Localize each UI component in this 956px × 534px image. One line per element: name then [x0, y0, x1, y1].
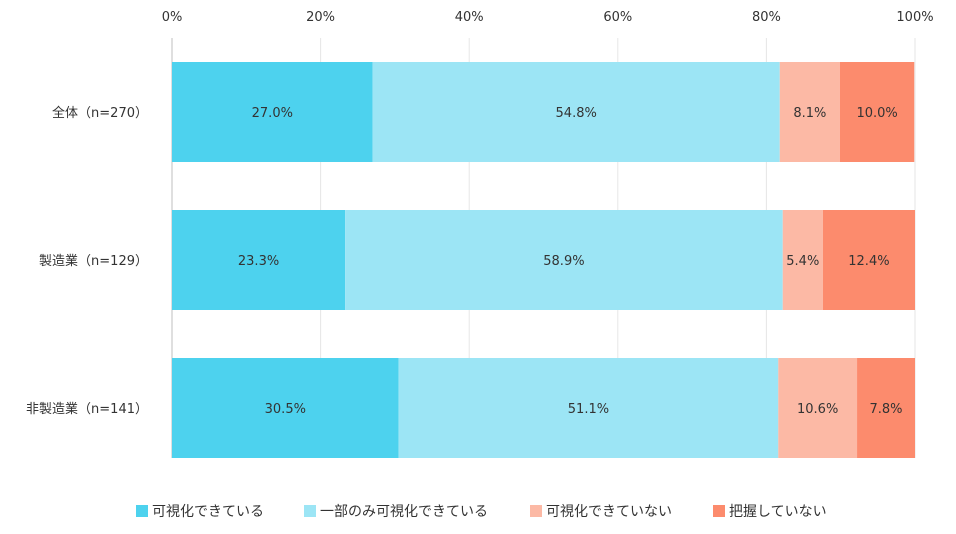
data-label: 7.8% [870, 402, 903, 417]
category-label: 製造業（n=129） [39, 253, 148, 269]
legend-label: 可視化できている [152, 504, 264, 520]
data-label: 30.5% [265, 402, 306, 417]
legend-swatch [304, 505, 316, 517]
data-labels: 27.0% 54.8% 8.1% 10.0% 23.3% 58.9% 5.4% 12.4% 30… [238, 106, 903, 417]
bar-segment [372, 62, 780, 162]
x-tick-label: 60% [603, 10, 632, 25]
data-label: 51.1% [568, 402, 609, 417]
bar-segment [857, 358, 915, 458]
x-tick-label: 0% [162, 10, 183, 25]
bar-segment [782, 210, 823, 310]
legend-swatch [530, 505, 542, 517]
data-label: 23.3% [238, 254, 279, 269]
legend-label: 可視化できていない [546, 504, 672, 520]
category-label: 全体（n=270） [52, 105, 148, 121]
bar-segment [822, 210, 915, 310]
data-label: 54.8% [556, 106, 597, 121]
bar-segment [778, 358, 858, 458]
bar-segment [172, 358, 399, 458]
data-label: 10.6% [797, 402, 838, 417]
x-tick-label: 80% [752, 10, 781, 25]
bar-segment [172, 62, 373, 162]
bar-segment [172, 210, 346, 310]
data-label: 58.9% [543, 254, 584, 269]
x-tick-label: 40% [455, 10, 484, 25]
category-label: 非製造業（n=141） [26, 401, 148, 417]
bar-segment [398, 358, 779, 458]
x-tick-label: 20% [306, 10, 335, 25]
data-label: 10.0% [856, 106, 897, 121]
x-axis-ticks: 0% 20% 40% 60% 80% 100% [162, 10, 934, 25]
legend-label: 把握していない [729, 504, 827, 520]
data-label: 5.4% [786, 254, 819, 269]
x-tick-label: 100% [896, 10, 933, 25]
bar-segment [345, 210, 783, 310]
legend-label: 一部のみ可視化できている [320, 504, 488, 520]
data-label: 8.1% [793, 106, 826, 121]
data-label: 12.4% [848, 254, 889, 269]
category-labels: 全体（n=270） 製造業（n=129） 非製造業（n=141） [26, 105, 148, 417]
bar-segment [839, 62, 915, 162]
legend: 可視化できている 一部のみ可視化できている 可視化できていない 把握していない [136, 504, 827, 520]
legend-swatch [713, 505, 725, 517]
legend-swatch [136, 505, 148, 517]
data-label: 27.0% [252, 106, 293, 121]
bar-segment [779, 62, 840, 162]
bars [172, 62, 915, 458]
